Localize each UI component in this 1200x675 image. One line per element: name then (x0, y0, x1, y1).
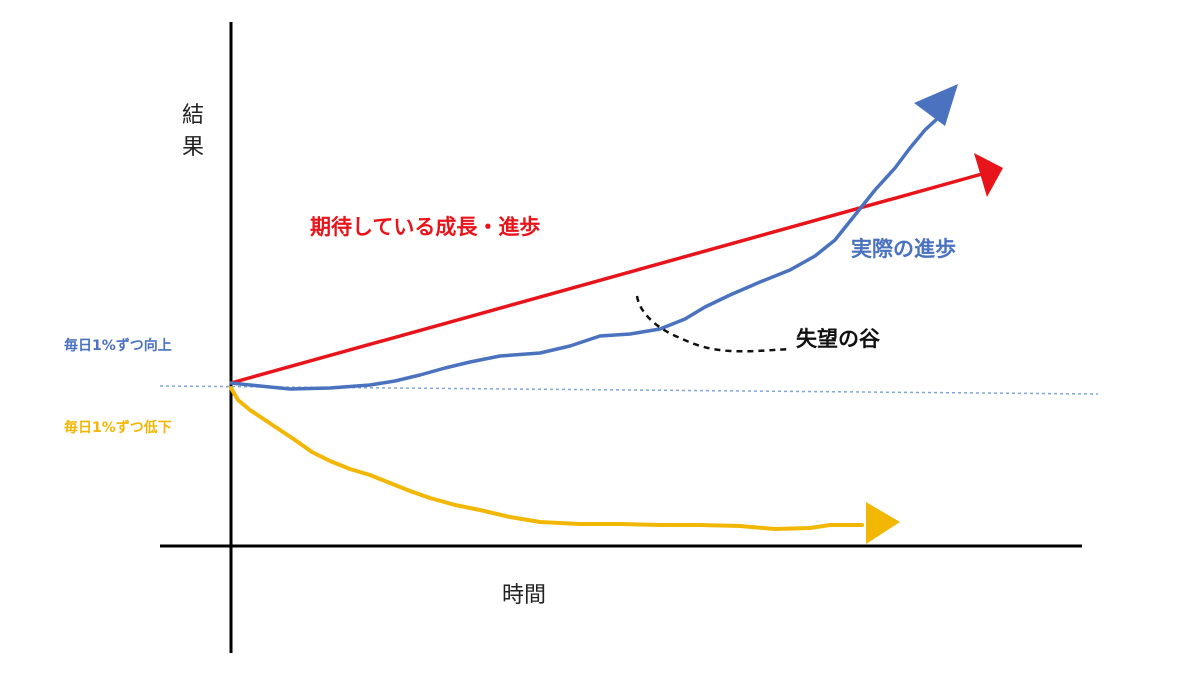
actual-progress-line (229, 116, 940, 391)
expected-arrowhead (974, 153, 1003, 197)
x-axis-label: 時間 (502, 583, 547, 608)
actual-arrowhead (914, 84, 958, 126)
decline-arrowhead (866, 502, 900, 544)
y-axis-label: 結果 (181, 103, 204, 160)
expected-growth-line (230, 172, 983, 385)
valley-of-disappointment-label: 失望の谷 (796, 327, 880, 351)
valley-pointer-dashed-line (635, 295, 791, 353)
daily-improve-label: 毎日1%ずつ向上 (64, 338, 172, 354)
expected-growth-label: 期待している成長・進歩 (310, 215, 541, 239)
actual-progress-label: 実際の進歩 (851, 237, 956, 261)
daily-decline-label: 毎日1%ずつ低下 (64, 420, 172, 436)
decline-line (229, 386, 864, 531)
